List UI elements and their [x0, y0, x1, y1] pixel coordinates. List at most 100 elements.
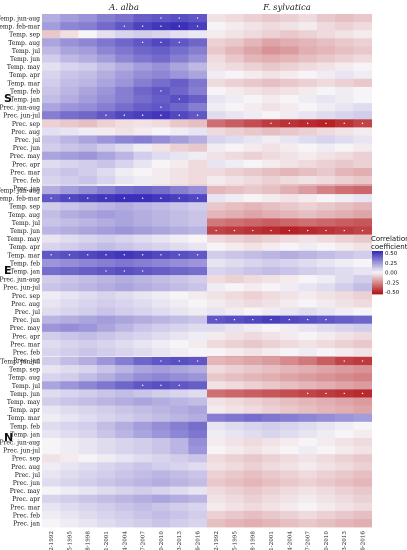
heatmap-cell	[42, 135, 61, 144]
heatmap-cell	[207, 22, 226, 31]
heatmap-cell	[298, 502, 318, 512]
heatmap-cell	[42, 307, 61, 316]
row-label: Temp. jun	[10, 56, 40, 63]
legend-swatch	[372, 265, 383, 268]
heatmap-cell	[261, 78, 281, 88]
heatmap-cell	[353, 315, 372, 324]
heatmap-cell	[335, 381, 354, 390]
heatmap-cell	[298, 103, 318, 112]
row-label: Prec. jan	[13, 358, 40, 365]
heatmap-cell	[243, 218, 263, 227]
heatmap-cell	[280, 62, 299, 71]
heatmap-cell	[96, 176, 116, 185]
heatmap-cell	[225, 291, 244, 300]
heatmap-cell	[42, 78, 61, 88]
heatmap-cell	[280, 111, 299, 120]
heatmap-cell	[225, 95, 244, 104]
heatmap-cell	[115, 283, 134, 292]
heatmap-cell	[225, 119, 244, 128]
heatmap-cell	[170, 519, 189, 528]
heatmap-cell	[96, 413, 116, 423]
heatmap-cell	[188, 167, 207, 177]
heatmap-cell	[353, 373, 372, 382]
heatmap-cell	[188, 70, 207, 80]
heatmap-cell	[60, 258, 79, 268]
row-label: Prec. jun-aug	[0, 105, 40, 112]
heatmap-cell	[225, 413, 244, 423]
heatmap-cell	[60, 299, 79, 308]
heatmap-cell	[42, 258, 61, 268]
heatmap-cell	[96, 299, 116, 308]
heatmap-cell	[261, 103, 281, 112]
heatmap-cell	[42, 510, 61, 520]
heatmap-cell	[133, 373, 153, 382]
panel-title-a-alba: A. alba	[108, 3, 139, 13]
heatmap-cell	[316, 462, 336, 471]
heatmap-cell	[151, 283, 171, 292]
heatmap-cell	[207, 299, 226, 308]
heatmap-cell	[243, 14, 263, 23]
heatmap-cell	[261, 510, 281, 520]
heatmap-cell	[353, 111, 372, 120]
heatmap-cell	[60, 381, 79, 390]
heatmap-cell	[316, 307, 336, 316]
heatmap-cell	[151, 275, 171, 284]
heatmap-cell	[335, 70, 354, 80]
heatmap-cell	[115, 315, 134, 324]
heatmap-cell	[188, 389, 207, 398]
heatmap-cell	[298, 519, 318, 528]
significance-dot	[160, 25, 162, 27]
heatmap-cell	[170, 470, 189, 479]
heatmap-cell	[207, 86, 226, 96]
heatmap-cell	[60, 95, 79, 104]
heatmap-cell	[96, 339, 116, 349]
heatmap-cell	[298, 291, 318, 300]
heatmap-cell	[280, 159, 299, 169]
heatmap-cell	[335, 438, 354, 447]
significance-dot	[105, 114, 107, 116]
x-tick-label: 1955-1995	[67, 531, 73, 550]
heatmap-cell	[170, 234, 189, 243]
heatmap-cell	[170, 30, 189, 39]
row-label: Prec. sep	[12, 121, 40, 128]
heatmap-cell	[133, 226, 153, 235]
heatmap-cell	[243, 339, 263, 349]
row-label: Prec. feb	[13, 512, 40, 519]
heatmap-cell	[115, 54, 134, 63]
heatmap-cell	[96, 218, 116, 227]
heatmap-cell	[78, 159, 98, 169]
heatmap-cell	[115, 103, 134, 112]
heatmap-cell	[96, 151, 116, 161]
heatmap-cell	[316, 519, 336, 528]
x-tick-label: 1952-1992	[49, 531, 55, 550]
heatmap-cell	[96, 331, 116, 341]
heatmap-cell	[243, 429, 263, 439]
heatmap-cell	[353, 478, 372, 487]
heatmap-cell	[151, 502, 171, 512]
heatmap-cell	[280, 202, 299, 211]
legend-swatch	[372, 275, 383, 278]
heatmap-cell	[261, 143, 281, 152]
heatmap-cell	[353, 283, 372, 292]
heatmap-cell	[115, 429, 134, 439]
heatmap-cell	[207, 30, 226, 39]
heatmap-cell	[280, 250, 299, 260]
heatmap-cell	[207, 258, 226, 268]
heatmap-cell	[115, 438, 134, 447]
heatmap-cell	[261, 381, 281, 390]
significance-dot	[141, 114, 144, 116]
heatmap-cell	[170, 275, 189, 284]
heatmap-cell	[261, 323, 281, 333]
heatmap-cell	[280, 381, 299, 390]
heatmap-cell	[96, 307, 116, 316]
heatmap-cell	[298, 151, 318, 161]
heatmap-cell	[243, 111, 263, 120]
heatmap-cell	[261, 421, 281, 431]
heatmap-cell	[316, 210, 336, 219]
heatmap-cell	[96, 478, 116, 487]
heatmap-cell	[170, 323, 189, 333]
heatmap-cell	[298, 30, 318, 39]
heatmap-cell	[115, 62, 134, 71]
heatmap-cell	[243, 446, 263, 455]
heatmap-cell	[78, 519, 98, 528]
